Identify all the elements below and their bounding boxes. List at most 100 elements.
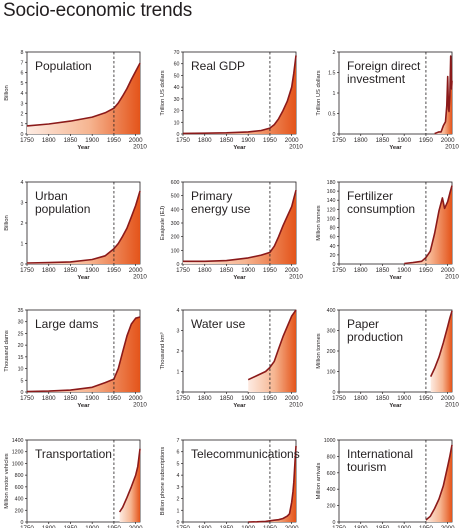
x-tick-label: 1900 bbox=[85, 137, 99, 144]
y-tick-label: 0 bbox=[333, 390, 336, 396]
x-axis-label: Year bbox=[389, 275, 402, 281]
y-tick-label: 35 bbox=[18, 308, 24, 314]
area-fill bbox=[27, 63, 140, 134]
y-tick-label: 4 bbox=[177, 473, 180, 479]
y-tick-label: 0 bbox=[21, 390, 24, 396]
chart-panel-9: 0 100 200 300 400 1750 1800 1850 1900 1950 2000201… bbox=[316, 308, 459, 409]
x-end-label: 2010 bbox=[445, 402, 459, 409]
y-axis-label: Trillion US dollars bbox=[160, 70, 166, 115]
y-tick-label: 0 bbox=[177, 262, 180, 268]
x-axis-label: Year bbox=[389, 145, 402, 151]
x-tick-label: 1900 bbox=[397, 137, 411, 144]
x-tick-label: 1850 bbox=[220, 137, 234, 144]
x-tick-label: 1750 bbox=[20, 137, 34, 144]
area-fill bbox=[183, 55, 296, 134]
y-tick-label: 20 bbox=[18, 343, 24, 349]
x-tick-label: 1950 bbox=[263, 137, 277, 144]
y-tick-label: 3 bbox=[177, 485, 180, 491]
chart-panel-12: 0 200 400 600 800 1000 1750 1800 1850 1900 1950 200… bbox=[316, 438, 455, 528]
y-tick-label: 1 bbox=[177, 370, 180, 376]
panel-title-line: Foreign direct bbox=[347, 59, 421, 73]
y-tick-label: 15 bbox=[18, 355, 24, 361]
y-tick-label: 1 bbox=[177, 508, 180, 514]
x-tick-label: 1950 bbox=[419, 525, 433, 528]
y-tick-label: 6 bbox=[21, 71, 24, 77]
y-tick-label: 50 bbox=[174, 73, 180, 79]
x-tick-label: 2000 bbox=[285, 137, 299, 144]
y-tick-label: 30 bbox=[174, 97, 180, 103]
x-tick-label: 1800 bbox=[354, 525, 368, 528]
series-line bbox=[26, 316, 141, 393]
x-axis-label: Year bbox=[233, 403, 246, 409]
x-tick-label: 2000 bbox=[129, 395, 143, 402]
y-tick-label: 80 bbox=[330, 226, 336, 232]
panel-title-line: Paper bbox=[347, 317, 379, 331]
y-tick-label: 8 bbox=[21, 50, 24, 56]
area-fill bbox=[27, 191, 140, 264]
x-tick-label: 1950 bbox=[419, 395, 433, 402]
series-line bbox=[247, 309, 297, 381]
x-tick-label: 1800 bbox=[42, 267, 56, 274]
y-tick-label: 200 bbox=[171, 235, 180, 241]
x-tick-label: 1900 bbox=[241, 137, 255, 144]
y-tick-label: 0 bbox=[333, 132, 336, 138]
series-line bbox=[434, 55, 453, 135]
y-tick-label: 3 bbox=[21, 201, 24, 207]
x-tick-label: 1850 bbox=[376, 137, 390, 144]
x-tick-label: 2000 bbox=[441, 395, 455, 402]
panel-title-line: Population bbox=[35, 59, 92, 73]
x-tick-label: 2000 bbox=[129, 267, 143, 274]
x-tick-label: 1750 bbox=[332, 525, 346, 528]
x-tick-label: 1900 bbox=[397, 267, 411, 274]
y-tick-label: 20 bbox=[174, 109, 180, 115]
chart-panel-6: 0 20 40 60 80 100 120 140 160 180 1750 1800 1850 1900… bbox=[316, 180, 459, 281]
y-tick-label: 400 bbox=[15, 497, 24, 503]
y-axis-label: Thousand km³ bbox=[160, 332, 166, 369]
area-fill bbox=[183, 190, 296, 264]
y-tick-label: 5 bbox=[21, 378, 24, 384]
y-tick-label: 1000 bbox=[324, 438, 336, 444]
x-tick-label: 1750 bbox=[332, 395, 346, 402]
y-tick-label: 2 bbox=[177, 349, 180, 355]
x-tick-label: 2000 bbox=[129, 137, 143, 144]
x-tick-label: 1850 bbox=[376, 267, 390, 274]
x-tick-label: 1750 bbox=[176, 137, 190, 144]
y-tick-label: 0 bbox=[177, 132, 180, 138]
x-tick-label: 1850 bbox=[64, 267, 78, 274]
series-line bbox=[26, 62, 141, 127]
y-tick-label: 1200 bbox=[12, 450, 24, 456]
x-tick-label: 1800 bbox=[198, 395, 212, 402]
x-tick-label: 2000 bbox=[441, 525, 455, 528]
y-tick-label: 60 bbox=[174, 62, 180, 68]
series-line bbox=[183, 189, 297, 263]
y-tick-label: 0 bbox=[177, 520, 180, 526]
x-tick-label: 1750 bbox=[176, 525, 190, 528]
y-axis-label: Billion bbox=[4, 215, 10, 230]
x-tick-label: 1950 bbox=[107, 395, 121, 402]
x-tick-label: 1750 bbox=[332, 137, 346, 144]
y-tick-label: 200 bbox=[327, 504, 336, 510]
y-tick-label: 600 bbox=[15, 485, 24, 491]
figure-title: Socio-economic trends bbox=[3, 0, 193, 21]
area-fill bbox=[404, 185, 452, 264]
y-tick-label: 0 bbox=[333, 520, 336, 526]
y-tick-label: 800 bbox=[15, 473, 24, 479]
x-tick-label: 1900 bbox=[397, 525, 411, 528]
x-tick-label: 2000 bbox=[441, 137, 455, 144]
y-tick-label: 800 bbox=[327, 454, 336, 460]
y-tick-label: 0 bbox=[21, 132, 24, 138]
chart-panel-11: 012345671750180018501900195020002010Year… bbox=[160, 438, 300, 528]
y-tick-label: 7 bbox=[21, 60, 24, 66]
y-tick-label: 400 bbox=[327, 308, 336, 314]
y-tick-label: 4 bbox=[21, 91, 24, 97]
y-tick-label: 25 bbox=[18, 331, 24, 337]
y-tick-label: 2 bbox=[177, 497, 180, 503]
y-tick-label: 70 bbox=[174, 50, 180, 56]
y-tick-label: 0 bbox=[177, 390, 180, 396]
y-tick-label: 40 bbox=[330, 244, 336, 250]
x-end-label: 2010 bbox=[289, 274, 303, 281]
x-tick-label: 1750 bbox=[332, 267, 346, 274]
x-tick-label: 1950 bbox=[263, 525, 277, 528]
x-end-label: 2010 bbox=[445, 144, 459, 151]
